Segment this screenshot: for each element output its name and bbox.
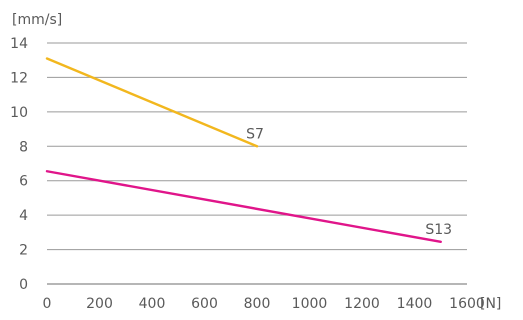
x-tick-label: 800: [244, 296, 271, 312]
y-axis-unit-label: [mm/s]: [12, 12, 62, 28]
x-tick-label: 1200: [344, 296, 380, 312]
series-label-s7: S7: [246, 126, 264, 142]
series-group: S7 S13: [45, 57, 452, 244]
x-tick-label: 1400: [397, 296, 433, 312]
x-tick-label: 400: [139, 296, 166, 312]
series-line-s7: [45, 57, 259, 148]
x-tick-label: 0: [43, 296, 52, 312]
y-tick-label: 6: [19, 174, 28, 190]
y-tick-label: 10: [10, 105, 28, 121]
x-tick-label: 1600: [449, 296, 485, 312]
y-tick-label: 8: [19, 139, 28, 155]
y-tick-label: 0: [19, 277, 28, 293]
x-axis-unit-label: [N]: [480, 296, 501, 312]
x-tick-label: 200: [86, 296, 113, 312]
x-tick-label: 600: [191, 296, 218, 312]
grid-lines: [47, 42, 467, 285]
y-tick-label: 4: [19, 208, 28, 224]
x-tick-labels: 0 200 400 600 800 1000 1200 1400 1600: [43, 296, 485, 312]
x-tick-label: 1000: [292, 296, 328, 312]
y-tick-labels: 0 2 4 6 8 10 12 14: [10, 36, 28, 293]
y-tick-label: 2: [19, 243, 28, 259]
y-tick-label: 12: [10, 70, 28, 86]
series-label-s13: S13: [425, 222, 452, 238]
series-line-s13: [45, 170, 442, 244]
y-tick-label: 14: [10, 36, 28, 52]
